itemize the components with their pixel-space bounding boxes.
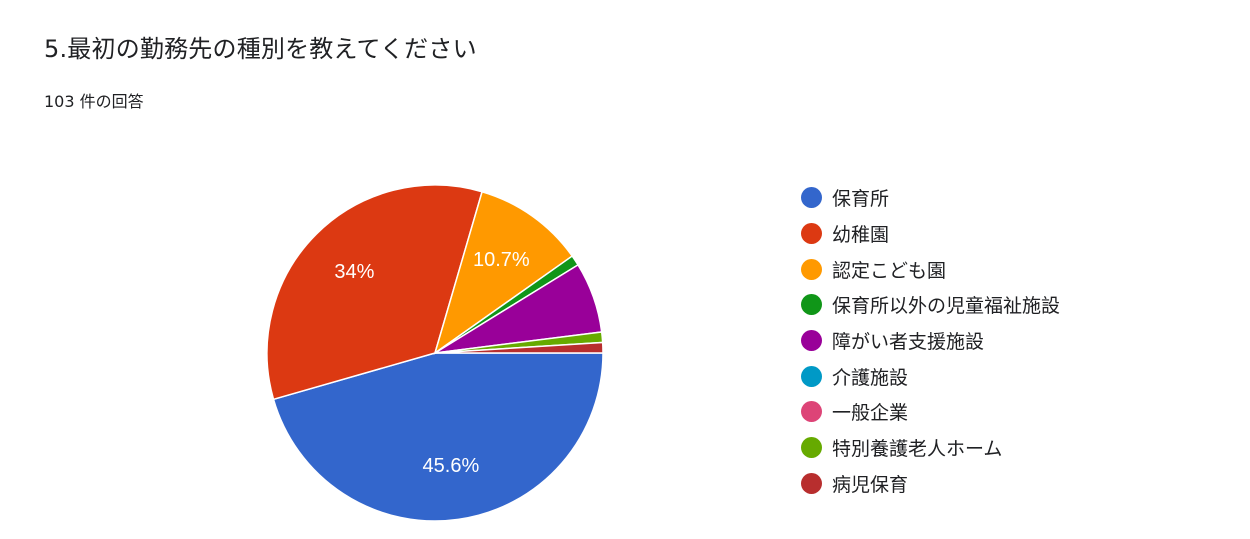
question-title: 5.最初の勤務先の種別を教えてください: [44, 35, 477, 63]
legend-label: 保育所以外の児童福祉施設: [832, 295, 1061, 318]
legend-item[interactable]: 障がい者支援施設: [801, 323, 1221, 359]
legend-item[interactable]: 特別養護老人ホーム: [801, 430, 1221, 466]
pie-slice[interactable]: [434, 341, 604, 354]
legend-label: 保育所: [832, 188, 890, 211]
chart-legend: 保育所幼稚園認定こども園保育所以外の児童福祉施設 障がい者支援施設 介護施設一般企業…: [801, 180, 1221, 501]
pie-slice[interactable]: [272, 352, 604, 522]
legend-item[interactable]: 病児保育: [801, 466, 1221, 502]
legend-swatch: [801, 187, 822, 209]
legend-swatch: [801, 472, 822, 494]
pie-slices: [266, 184, 604, 522]
legend-label: 一般企業: [832, 402, 909, 425]
legend-label: 障がい者支援施設: [832, 331, 985, 354]
legend-item[interactable]: 保育所: [801, 180, 1221, 216]
legend-swatch: [801, 258, 822, 280]
legend-swatch: [801, 365, 822, 387]
pie-slice-label: 34%: [334, 261, 374, 283]
pie-slice[interactable]: [433, 190, 574, 355]
legend-item[interactable]: 介護施設: [801, 358, 1221, 394]
pie-slice[interactable]: [266, 184, 484, 401]
legend-swatch: [801, 437, 822, 459]
legend-swatch: [801, 401, 822, 423]
legend-swatch: [801, 223, 822, 245]
legend-item[interactable]: 一般企業: [801, 394, 1221, 430]
legend-swatch: [801, 294, 822, 316]
pie-slice-label: 10.7%: [473, 249, 530, 271]
pie-slice-label: 45.6%: [423, 455, 480, 477]
legend-item[interactable]: 保育所以外の児童福祉施設: [801, 287, 1221, 323]
legend-label: 認定こども園: [832, 259, 947, 282]
legend-label: 特別養護老人ホーム: [832, 438, 1003, 461]
legend-label: 介護施設: [832, 366, 909, 389]
pie-slice-labels: 45.6% 34% 10.7%: [334, 249, 530, 477]
legend-item[interactable]: 幼稚園: [801, 216, 1221, 252]
legend-item[interactable]: 認定こども園: [801, 251, 1221, 287]
legend-label: 病児保育: [832, 473, 909, 496]
legend-label: 幼稚園: [832, 224, 890, 247]
response-count: 103 件の回答: [44, 92, 144, 111]
legend-swatch: [801, 330, 822, 352]
